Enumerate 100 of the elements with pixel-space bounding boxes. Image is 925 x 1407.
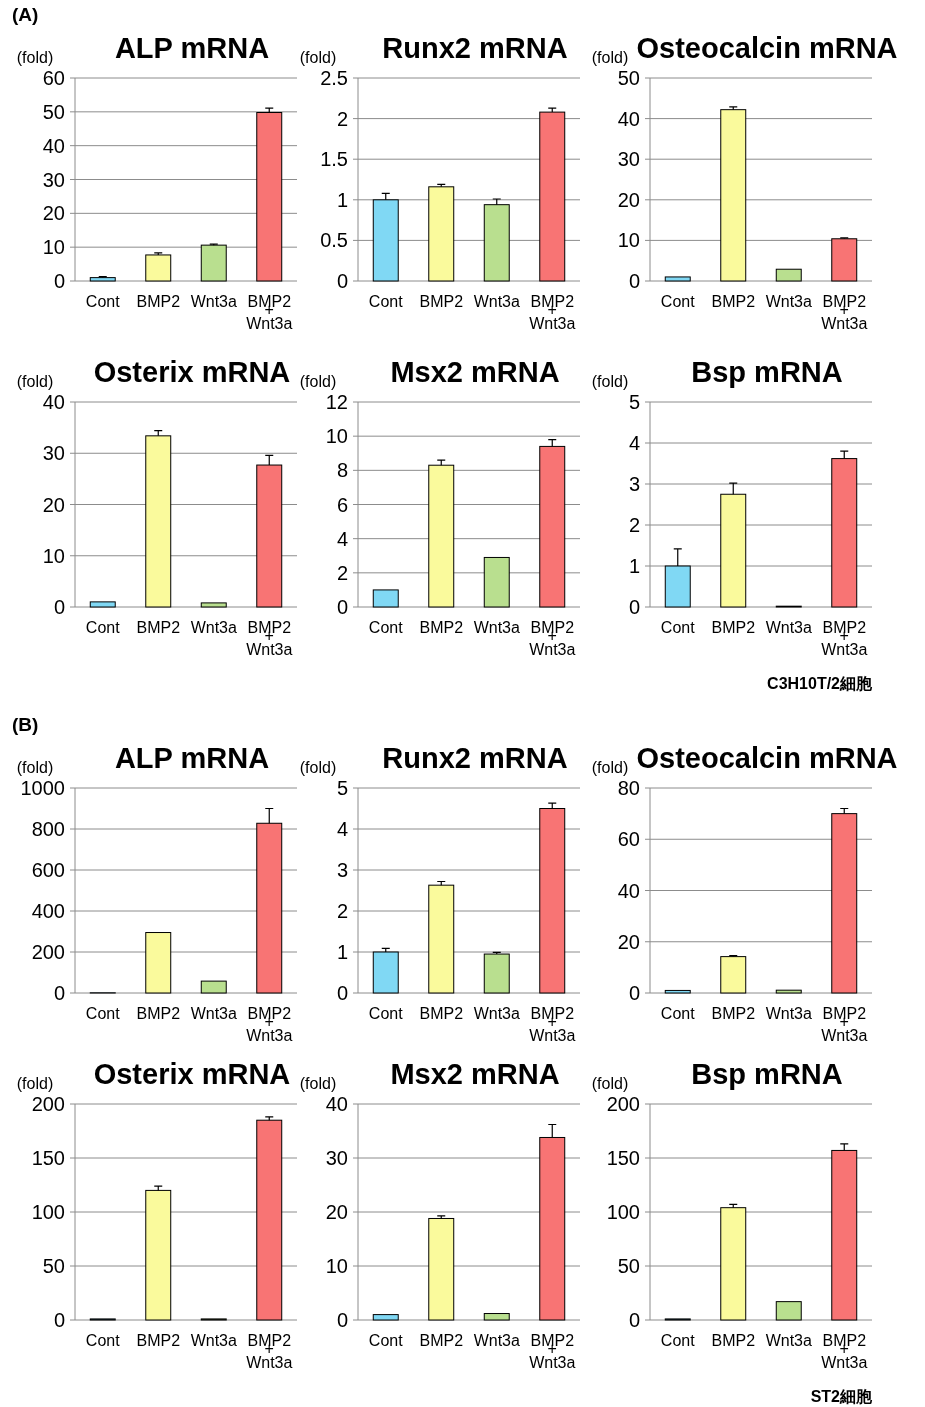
y-tick-label: 1 <box>628 555 640 577</box>
chart-title: Msx2 mRNA <box>390 356 560 388</box>
y-tick-label: 10 <box>617 229 640 252</box>
bar <box>372 951 399 994</box>
y-tick-label: 0 <box>53 270 65 292</box>
text: (A) <box>12 4 39 25</box>
x-tick-label: Wnt3a <box>473 293 520 310</box>
x-tick-label: BMP2 <box>136 1332 181 1349</box>
chart-title: Bsp mRNA <box>691 356 843 388</box>
bar <box>372 589 399 608</box>
y-tick-label: 12 <box>325 391 348 413</box>
y-tick-label: 5 <box>336 777 348 799</box>
y-tick-label: 2 <box>628 514 640 536</box>
y-tick-label: 30 <box>42 168 65 191</box>
y-axis-title: (fold) <box>299 49 337 66</box>
bar <box>372 1314 399 1321</box>
y-tick-label: 5 <box>628 391 640 413</box>
y-tick-label: 40 <box>617 107 640 130</box>
y-tick-label: 30 <box>42 442 65 465</box>
y-tick-label: 20 <box>42 202 65 225</box>
y-tick-label: 100 <box>606 1201 640 1223</box>
y-tick-label: 10 <box>42 236 65 259</box>
x-tick-label: Cont <box>368 1005 404 1022</box>
x-tick-label: Wnt3a <box>190 293 237 310</box>
y-axis-title: (fold) <box>591 49 629 66</box>
y-tick-label: 100 <box>31 1201 65 1223</box>
bar <box>256 1119 283 1321</box>
y-tick-label: 40 <box>42 391 65 413</box>
bar <box>145 254 172 282</box>
y-tick-label: 600 <box>31 859 65 881</box>
y-tick-label: 4 <box>336 527 348 550</box>
x-tick-label: Wnt3a <box>473 1005 520 1022</box>
x-tick-label: BMP2 <box>136 293 181 310</box>
bar <box>720 956 747 994</box>
x-tick-label: BMP2 <box>419 293 464 310</box>
y-axis-title: (fold) <box>591 759 629 776</box>
x-tick-label: Wnt3a <box>765 1332 812 1349</box>
x-tick-label: Cont <box>85 293 121 310</box>
y-tick-label: 150 <box>606 1147 640 1169</box>
x-tick-label: BMP2 <box>711 293 756 310</box>
y-tick-label: 3 <box>336 859 348 881</box>
x-tick-label: Cont <box>660 619 696 636</box>
x-tick-label: Cont <box>85 1332 121 1349</box>
y-tick-label: 10 <box>42 544 65 567</box>
y-tick-label: 4 <box>336 818 348 840</box>
y-tick-label: 0 <box>336 596 348 618</box>
y-tick-label: 0 <box>336 982 348 1004</box>
chart-title: Osteocalcin mRNA <box>636 32 898 64</box>
x-tick-label: BMP2 <box>711 619 756 636</box>
x-tick-label: Cont <box>368 293 404 310</box>
bar <box>539 111 566 282</box>
y-tick-label: 0 <box>628 1309 640 1331</box>
y-tick-label: 50 <box>42 1255 65 1277</box>
y-tick-label: 0 <box>336 270 348 292</box>
x-tick-label: Wnt3a <box>765 293 812 310</box>
bar <box>89 277 116 282</box>
chart-title: Msx2 mRNA <box>390 1058 560 1090</box>
bar <box>200 980 227 994</box>
chart-title: Osteocalcin mRNA <box>636 742 898 774</box>
x-tick-label: Wnt3a <box>473 1332 520 1349</box>
x-tick-label: BMP2 <box>711 1332 756 1349</box>
y-axis-title: (fold) <box>591 373 629 390</box>
y-tick-label: 6 <box>336 493 348 516</box>
y-tick-label: 50 <box>42 100 65 123</box>
chart-title: Runx2 mRNA <box>382 32 568 64</box>
x-tick-label: Wnt3a <box>765 1005 812 1022</box>
y-tick-label: 2 <box>336 900 348 922</box>
y-axis-title: (fold) <box>299 759 337 776</box>
bar <box>664 276 691 282</box>
y-tick-label: 200 <box>31 941 65 963</box>
y-tick-label: 150 <box>31 1147 65 1169</box>
y-tick-label: 200 <box>31 1093 65 1115</box>
y-tick-label: 0 <box>628 982 640 1004</box>
y-tick-label: 8 <box>336 459 348 482</box>
x-tick-label: BMP2 <box>419 1005 464 1022</box>
y-tick-label: 30 <box>325 1147 348 1169</box>
y-tick-label: 2.5 <box>320 67 348 89</box>
x-tick-label: Wnt3a <box>190 619 237 636</box>
x-tick-label: Cont <box>660 293 696 310</box>
x-tick-label: Wnt3a <box>190 1332 237 1349</box>
y-tick-label: 60 <box>617 828 640 851</box>
y-tick-label: 0 <box>336 1309 348 1331</box>
text: (B) <box>12 714 39 735</box>
x-tick-label: Wnt3a <box>190 1005 237 1022</box>
bar <box>483 1313 510 1321</box>
bar <box>428 186 455 282</box>
chart-title: Runx2 mRNA <box>382 742 568 774</box>
bar <box>775 989 802 994</box>
y-tick-label: 20 <box>617 188 640 211</box>
bar <box>775 1301 802 1321</box>
x-tick-label: Cont <box>85 1005 121 1022</box>
x-tick-label: BMP2 <box>419 1332 464 1349</box>
chart-title: Osterix mRNA <box>93 1058 291 1090</box>
bar <box>483 556 510 608</box>
x-tick-label: Cont <box>660 1005 696 1022</box>
y-axis-title: (fold) <box>299 1075 337 1092</box>
y-axis-title: (fold) <box>16 373 54 390</box>
x-tick-label: BMP2 <box>419 619 464 636</box>
y-tick-label: 30 <box>617 148 640 171</box>
bar <box>775 268 802 282</box>
